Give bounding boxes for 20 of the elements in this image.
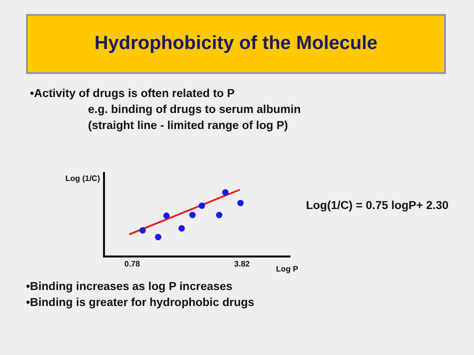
chart-title: Hydrophobicity of the Molecule (26, 14, 446, 74)
text: e.g. binding of drugs to serum albumin (88, 104, 301, 116)
point (139, 227, 146, 234)
y-axis-title: Log (1/C) (65, 174, 100, 184)
point (237, 200, 244, 206)
x-tick-label: 0.78 (124, 259, 141, 268)
point (178, 225, 185, 232)
point (163, 212, 170, 219)
x-tick-label: 3.82 (234, 259, 250, 268)
text: •Binding is greater for hydrophobic drugs (26, 297, 254, 309)
point (222, 189, 229, 196)
text: (straight line - limited range of log P) (88, 120, 288, 132)
point (216, 212, 222, 218)
text: •Binding increases as log P increases (26, 281, 232, 293)
point (154, 234, 162, 240)
point (198, 202, 206, 209)
text: Log(1/C) = 0.75 logP+ 2.30 (306, 200, 449, 212)
text: •Activity of drugs is often related to P (30, 88, 235, 100)
x-axis-title: Log P (276, 264, 299, 274)
point (189, 212, 196, 218)
